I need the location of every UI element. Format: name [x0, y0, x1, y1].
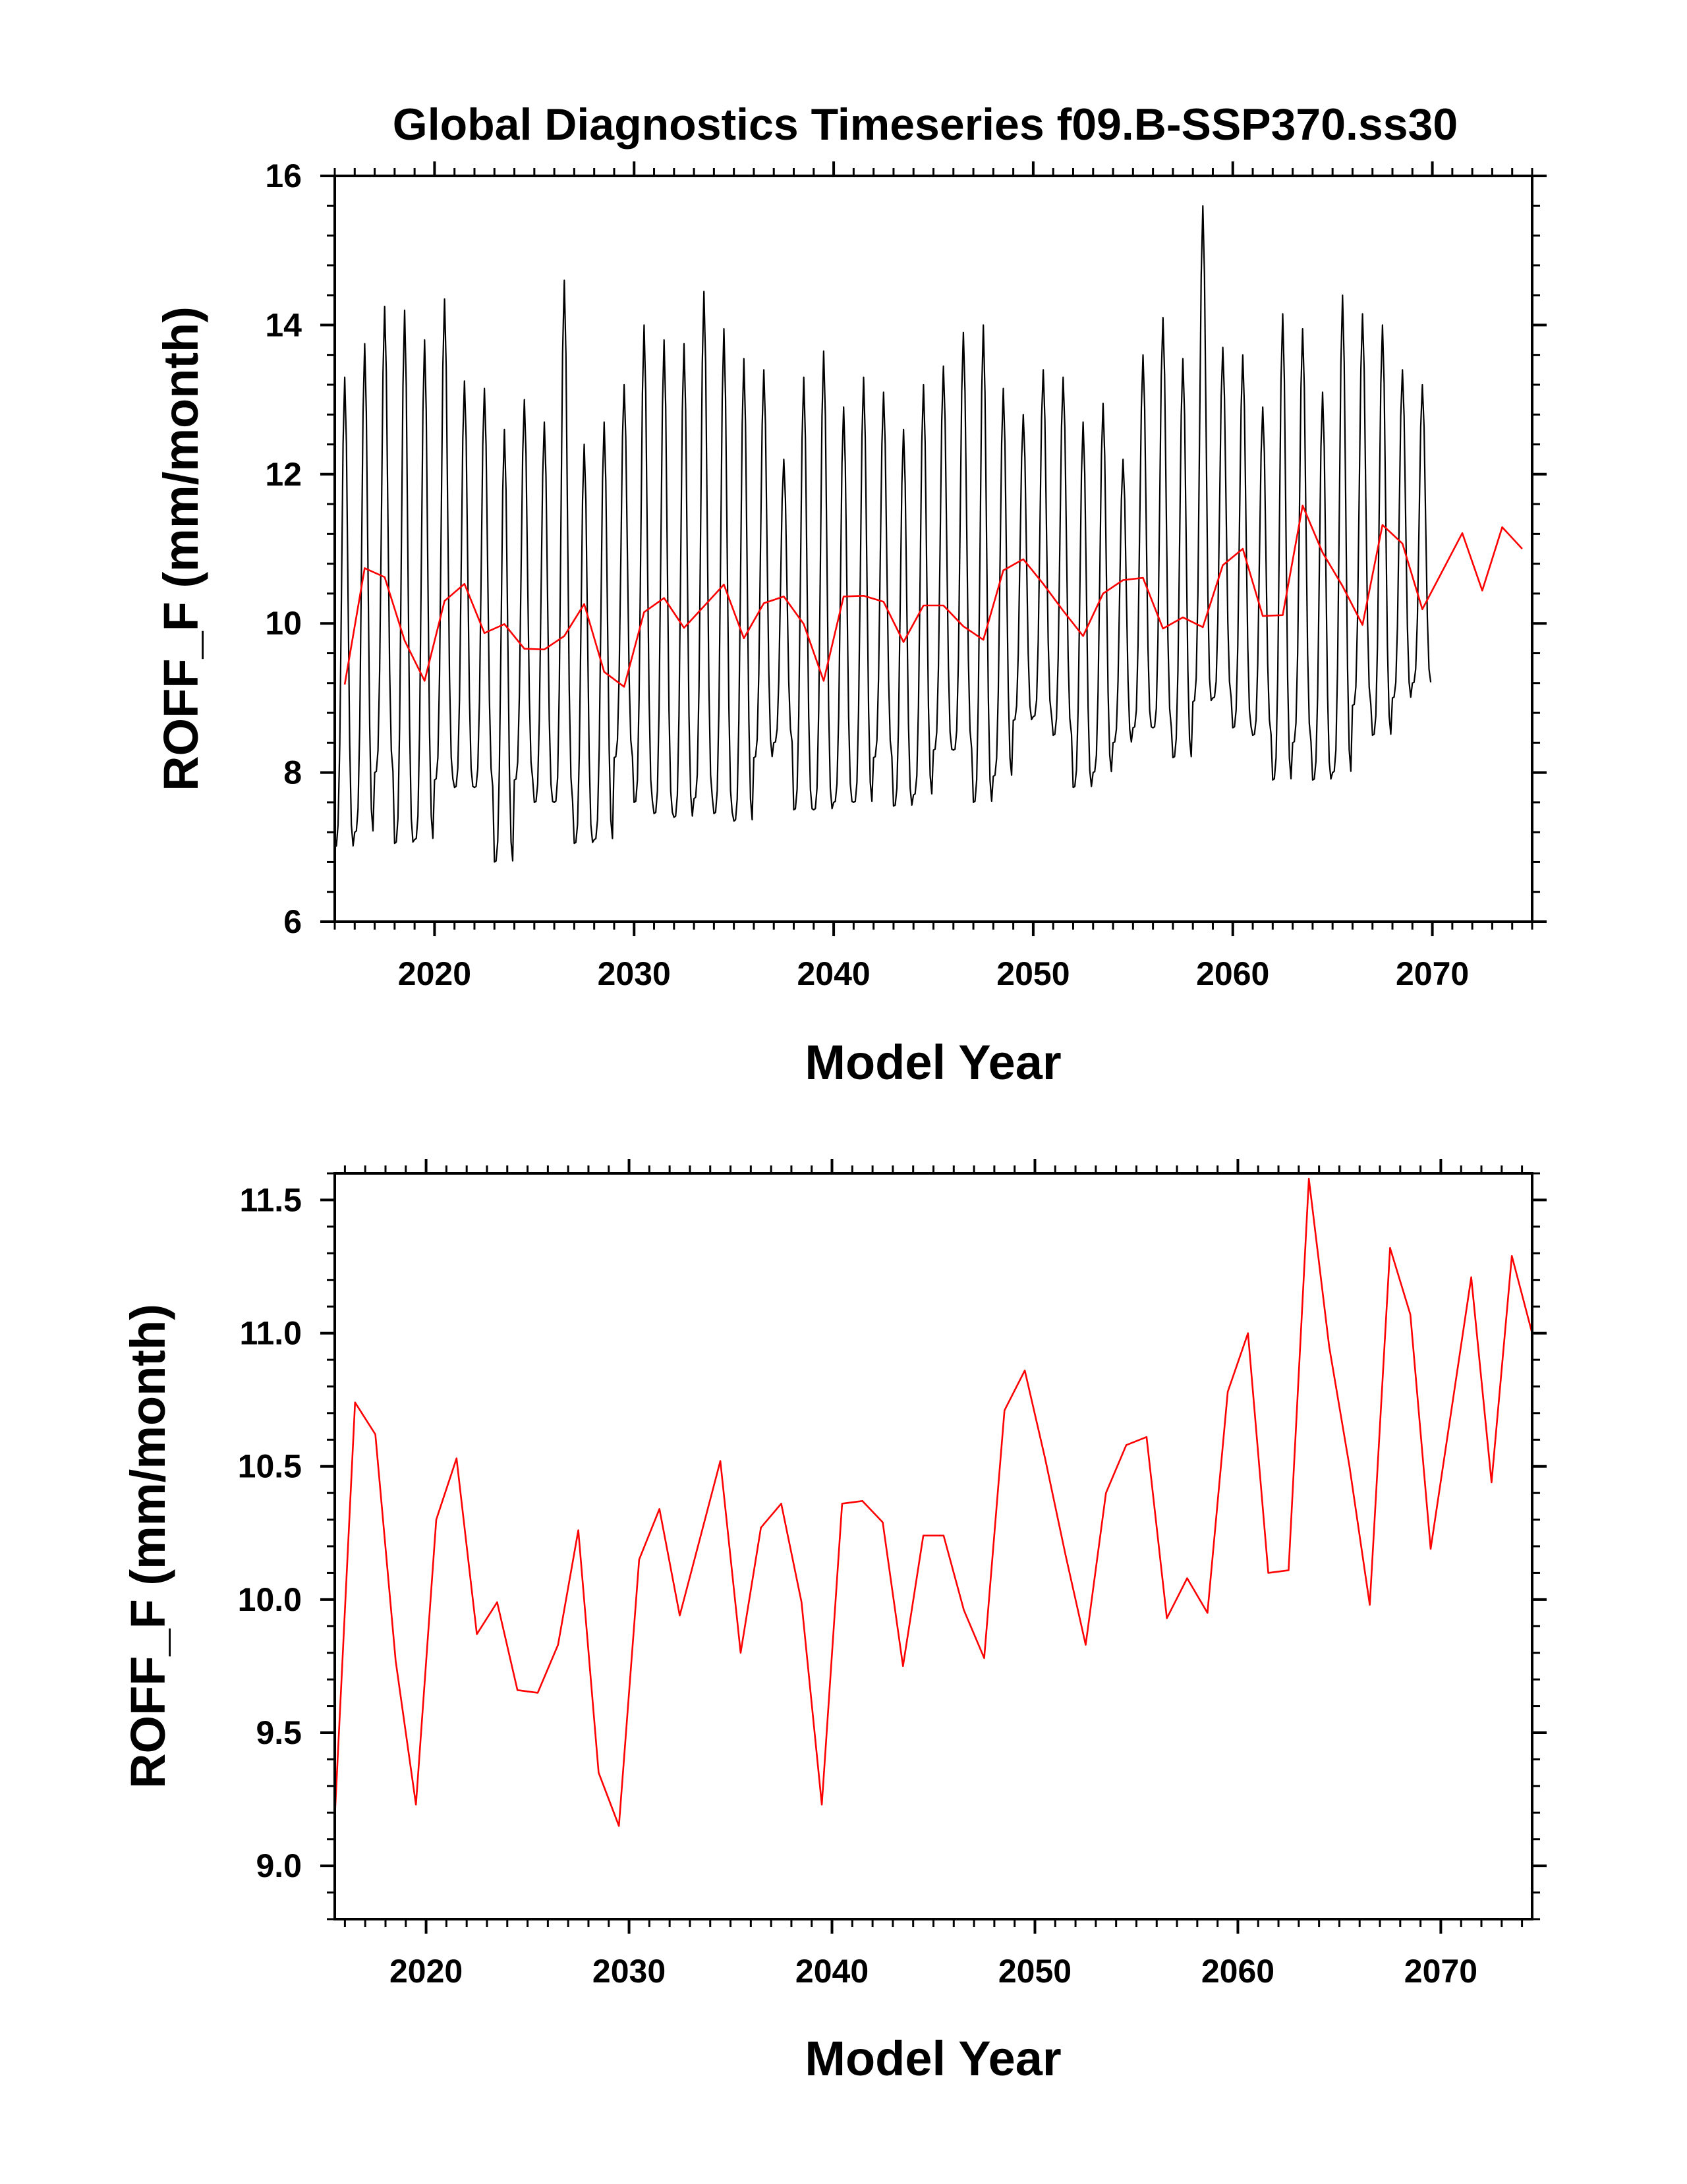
y-tick-label: 11.5 [239, 1181, 302, 1218]
bottom-panel-series [335, 1177, 1532, 1827]
series-line-monthly [335, 205, 1432, 863]
x-tick-label: 2050 [996, 955, 1070, 992]
top-panel-tick-labels: 6 8 10 12 14 16 2020 2030 2040 2050 2060 2070 [265, 157, 1469, 992]
top-panel: 6 8 10 12 14 16 2020 2030 2040 2050 2060 2070 Model… [154, 157, 1547, 1090]
y-tick-label: 16 [265, 157, 302, 194]
x-tick-label: 2050 [998, 1953, 1072, 1990]
y-tick-label: 9.0 [256, 1847, 302, 1884]
top-panel-y-axis-label: ROFF_F (mm/month) [154, 306, 208, 791]
x-tick-label: 2020 [389, 1953, 463, 1990]
x-tick-label: 2070 [1404, 1953, 1477, 1990]
bottom-panel-tick-labels: 9.0 9.5 10.0 10.5 11.0 11.5 2020 2030 2040 2050 20… [238, 1181, 1477, 1990]
y-tick-label: 10.0 [238, 1581, 302, 1618]
x-tick-label: 2020 [398, 955, 471, 992]
x-tick-label: 2040 [797, 955, 870, 992]
top-panel-ticks [320, 161, 1547, 936]
bottom-panel-frame [333, 1172, 1533, 1920]
bottom-panel: 9.0 9.5 10.0 10.5 11.0 11.5 2020 2030 2040 2050 20… [121, 1159, 1547, 2086]
top-panel-series [335, 205, 1523, 863]
series-line-annual [335, 1177, 1532, 1827]
y-tick-label: 11.0 [239, 1315, 302, 1352]
y-tick-label: 14 [265, 306, 302, 343]
bottom-panel-x-axis-label: Model Year [805, 2031, 1061, 2086]
bottom-panel-y-axis-label: ROFF_F (mm/month) [121, 1304, 175, 1789]
x-tick-label: 2070 [1396, 955, 1469, 992]
x-tick-label: 2060 [1201, 1953, 1274, 1990]
x-tick-label: 2060 [1196, 955, 1269, 992]
y-tick-label: 6 [283, 903, 302, 940]
x-tick-label: 2040 [795, 1953, 869, 1990]
y-tick-label: 10.5 [238, 1448, 302, 1485]
y-tick-label: 9.5 [256, 1714, 302, 1751]
bottom-panel-ticks [320, 1159, 1547, 1934]
x-tick-label: 2030 [592, 1953, 666, 1990]
y-tick-label: 8 [283, 754, 302, 791]
x-tick-label: 2030 [598, 955, 671, 992]
figure-title: Global Diagnostics Timeseries f09.B-SSP3… [393, 99, 1458, 150]
y-tick-label: 12 [265, 456, 302, 493]
top-panel-x-axis-label: Model Year [805, 1035, 1061, 1090]
y-tick-label: 10 [265, 605, 302, 642]
series-line-annual [343, 505, 1523, 688]
